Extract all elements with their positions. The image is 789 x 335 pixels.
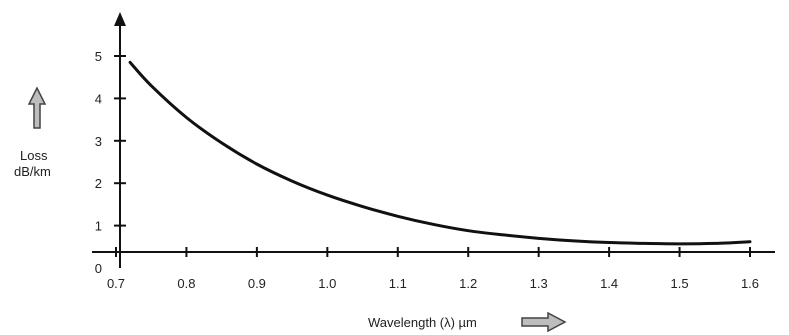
y-tick-label-0: 0 (95, 261, 102, 276)
x-axis-label: Wavelength (λ) µm (368, 315, 477, 330)
y-tick-label-3: 3 (95, 134, 102, 149)
y-axis-label-line1: Loss (20, 148, 48, 163)
y-tick-label-5: 5 (95, 49, 102, 64)
y-tick-label-1: 1 (95, 219, 102, 234)
x-tick-label-1: 0.8 (177, 276, 195, 291)
axis-tick-labels: 0.7 0.8 0.9 1.0 1.1 1.2 1.3 1.4 1.5 1.6 0 1 2 3 4 5 (95, 49, 759, 291)
y-tick-label-2: 2 (95, 176, 102, 191)
y-tick-label-4: 4 (95, 91, 102, 106)
x-tick-label-4: 1.1 (389, 276, 407, 291)
x-tick-label-9: 1.6 (741, 276, 759, 291)
x-tick-label-0: 0.7 (107, 276, 125, 291)
axis-ticks (114, 55, 751, 257)
x-tick-label-3: 1.0 (318, 276, 336, 291)
x-tick-label-6: 1.3 (530, 276, 548, 291)
x-tick-label-8: 1.5 (671, 276, 689, 291)
loss-curve-series-0 (128, 60, 752, 246)
x-tick-label-5: 1.2 (459, 276, 477, 291)
y-axis-arrowhead (114, 12, 126, 26)
x-tick-label-7: 1.4 (600, 276, 618, 291)
loss-up-arrow-icon (27, 86, 47, 129)
x-tick-label-2: 0.9 (248, 276, 266, 291)
series-group (128, 60, 752, 246)
y-axis-label-line2: dB/km (14, 164, 51, 179)
wavelength-right-arrow-icon (521, 311, 567, 333)
